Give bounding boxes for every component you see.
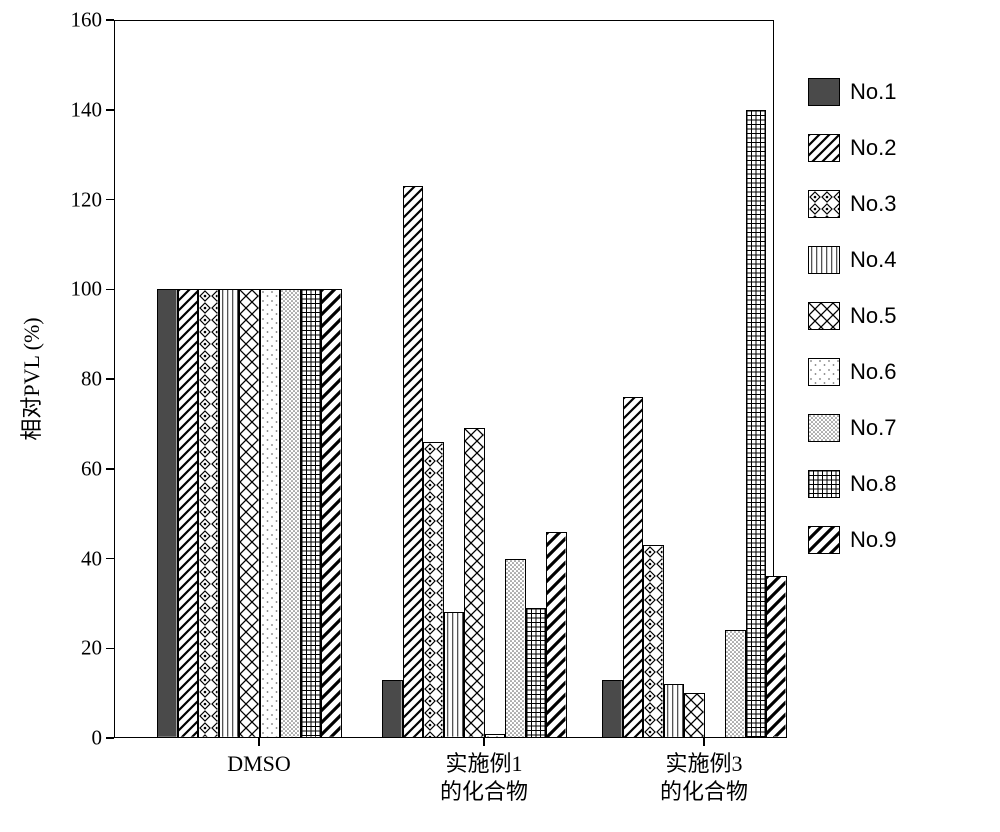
legend-swatch xyxy=(808,470,840,498)
legend-label: No.8 xyxy=(850,471,896,497)
x-tick xyxy=(258,738,260,746)
bar xyxy=(766,576,787,738)
bar xyxy=(684,693,705,738)
y-tick xyxy=(106,378,114,380)
bar xyxy=(321,289,342,738)
legend: No.1 No.2 No.3 No.4 No.5 No.6 No.7 No.8 No.9 xyxy=(808,78,896,582)
legend-label: No.6 xyxy=(850,359,896,385)
legend-swatch xyxy=(808,78,840,106)
x-tick xyxy=(483,738,485,746)
legend-swatch xyxy=(808,526,840,554)
legend-label: No.3 xyxy=(850,191,896,217)
legend-item: No.6 xyxy=(808,358,896,386)
legend-label: No.4 xyxy=(850,247,896,273)
bar xyxy=(505,559,526,739)
y-tick xyxy=(106,289,114,291)
y-tick-label: 0 xyxy=(64,726,102,751)
bar xyxy=(725,630,746,738)
legend-swatch xyxy=(808,190,840,218)
y-tick-label: 100 xyxy=(64,277,102,302)
y-tick xyxy=(106,558,114,560)
legend-swatch xyxy=(808,358,840,386)
bar xyxy=(444,612,465,738)
legend-swatch xyxy=(808,134,840,162)
y-axis-label: 相对PVL (%) xyxy=(14,317,46,440)
y-tick-label: 80 xyxy=(64,367,102,392)
y-tick-label: 20 xyxy=(64,636,102,661)
bar xyxy=(623,397,644,738)
bar xyxy=(382,680,403,738)
x-tick xyxy=(703,738,705,746)
bar xyxy=(157,289,178,738)
x-tick-label: DMSO xyxy=(227,750,291,778)
bar xyxy=(746,110,767,738)
bar xyxy=(546,532,567,738)
bar xyxy=(198,289,219,738)
legend-item: No.8 xyxy=(808,470,896,498)
y-tick-label: 120 xyxy=(64,187,102,212)
bar xyxy=(464,428,485,738)
bar xyxy=(301,289,322,738)
legend-item: No.9 xyxy=(808,526,896,554)
legend-label: No.7 xyxy=(850,415,896,441)
legend-item: No.5 xyxy=(808,302,896,330)
y-tick xyxy=(106,19,114,21)
legend-label: No.1 xyxy=(850,79,896,105)
y-tick xyxy=(106,199,114,201)
bar xyxy=(423,442,444,738)
legend-swatch xyxy=(808,414,840,442)
y-tick-label: 40 xyxy=(64,546,102,571)
y-tick xyxy=(106,109,114,111)
y-tick-label: 160 xyxy=(64,8,102,33)
bar xyxy=(664,684,685,738)
legend-item: No.3 xyxy=(808,190,896,218)
bar xyxy=(260,289,281,738)
y-tick xyxy=(106,737,114,739)
legend-swatch xyxy=(808,302,840,330)
legend-swatch xyxy=(808,246,840,274)
x-tick-label: 实施例3的化合物 xyxy=(660,750,748,805)
bar xyxy=(403,186,424,738)
x-tick-label: 实施例1的化合物 xyxy=(440,750,528,805)
bar xyxy=(526,608,547,738)
legend-item: No.4 xyxy=(808,246,896,274)
chart-container: 相对PVL (%) No.1No.2No.3No.4No.5No.6No.7No… xyxy=(0,0,1000,832)
legend-item: No.2 xyxy=(808,134,896,162)
y-tick xyxy=(106,648,114,650)
y-tick-label: 140 xyxy=(64,97,102,122)
legend-item: No.7 xyxy=(808,414,896,442)
legend-item: No.1 xyxy=(808,78,896,106)
bar xyxy=(239,289,260,738)
bar xyxy=(219,289,240,738)
y-tick xyxy=(106,468,114,470)
bar xyxy=(485,734,506,738)
bar xyxy=(178,289,199,738)
legend-label: No.9 xyxy=(850,527,896,553)
y-tick-label: 60 xyxy=(64,456,102,481)
bar xyxy=(643,545,664,738)
legend-label: No.5 xyxy=(850,303,896,329)
bar xyxy=(602,680,623,738)
legend-label: No.2 xyxy=(850,135,896,161)
bar xyxy=(280,289,301,738)
